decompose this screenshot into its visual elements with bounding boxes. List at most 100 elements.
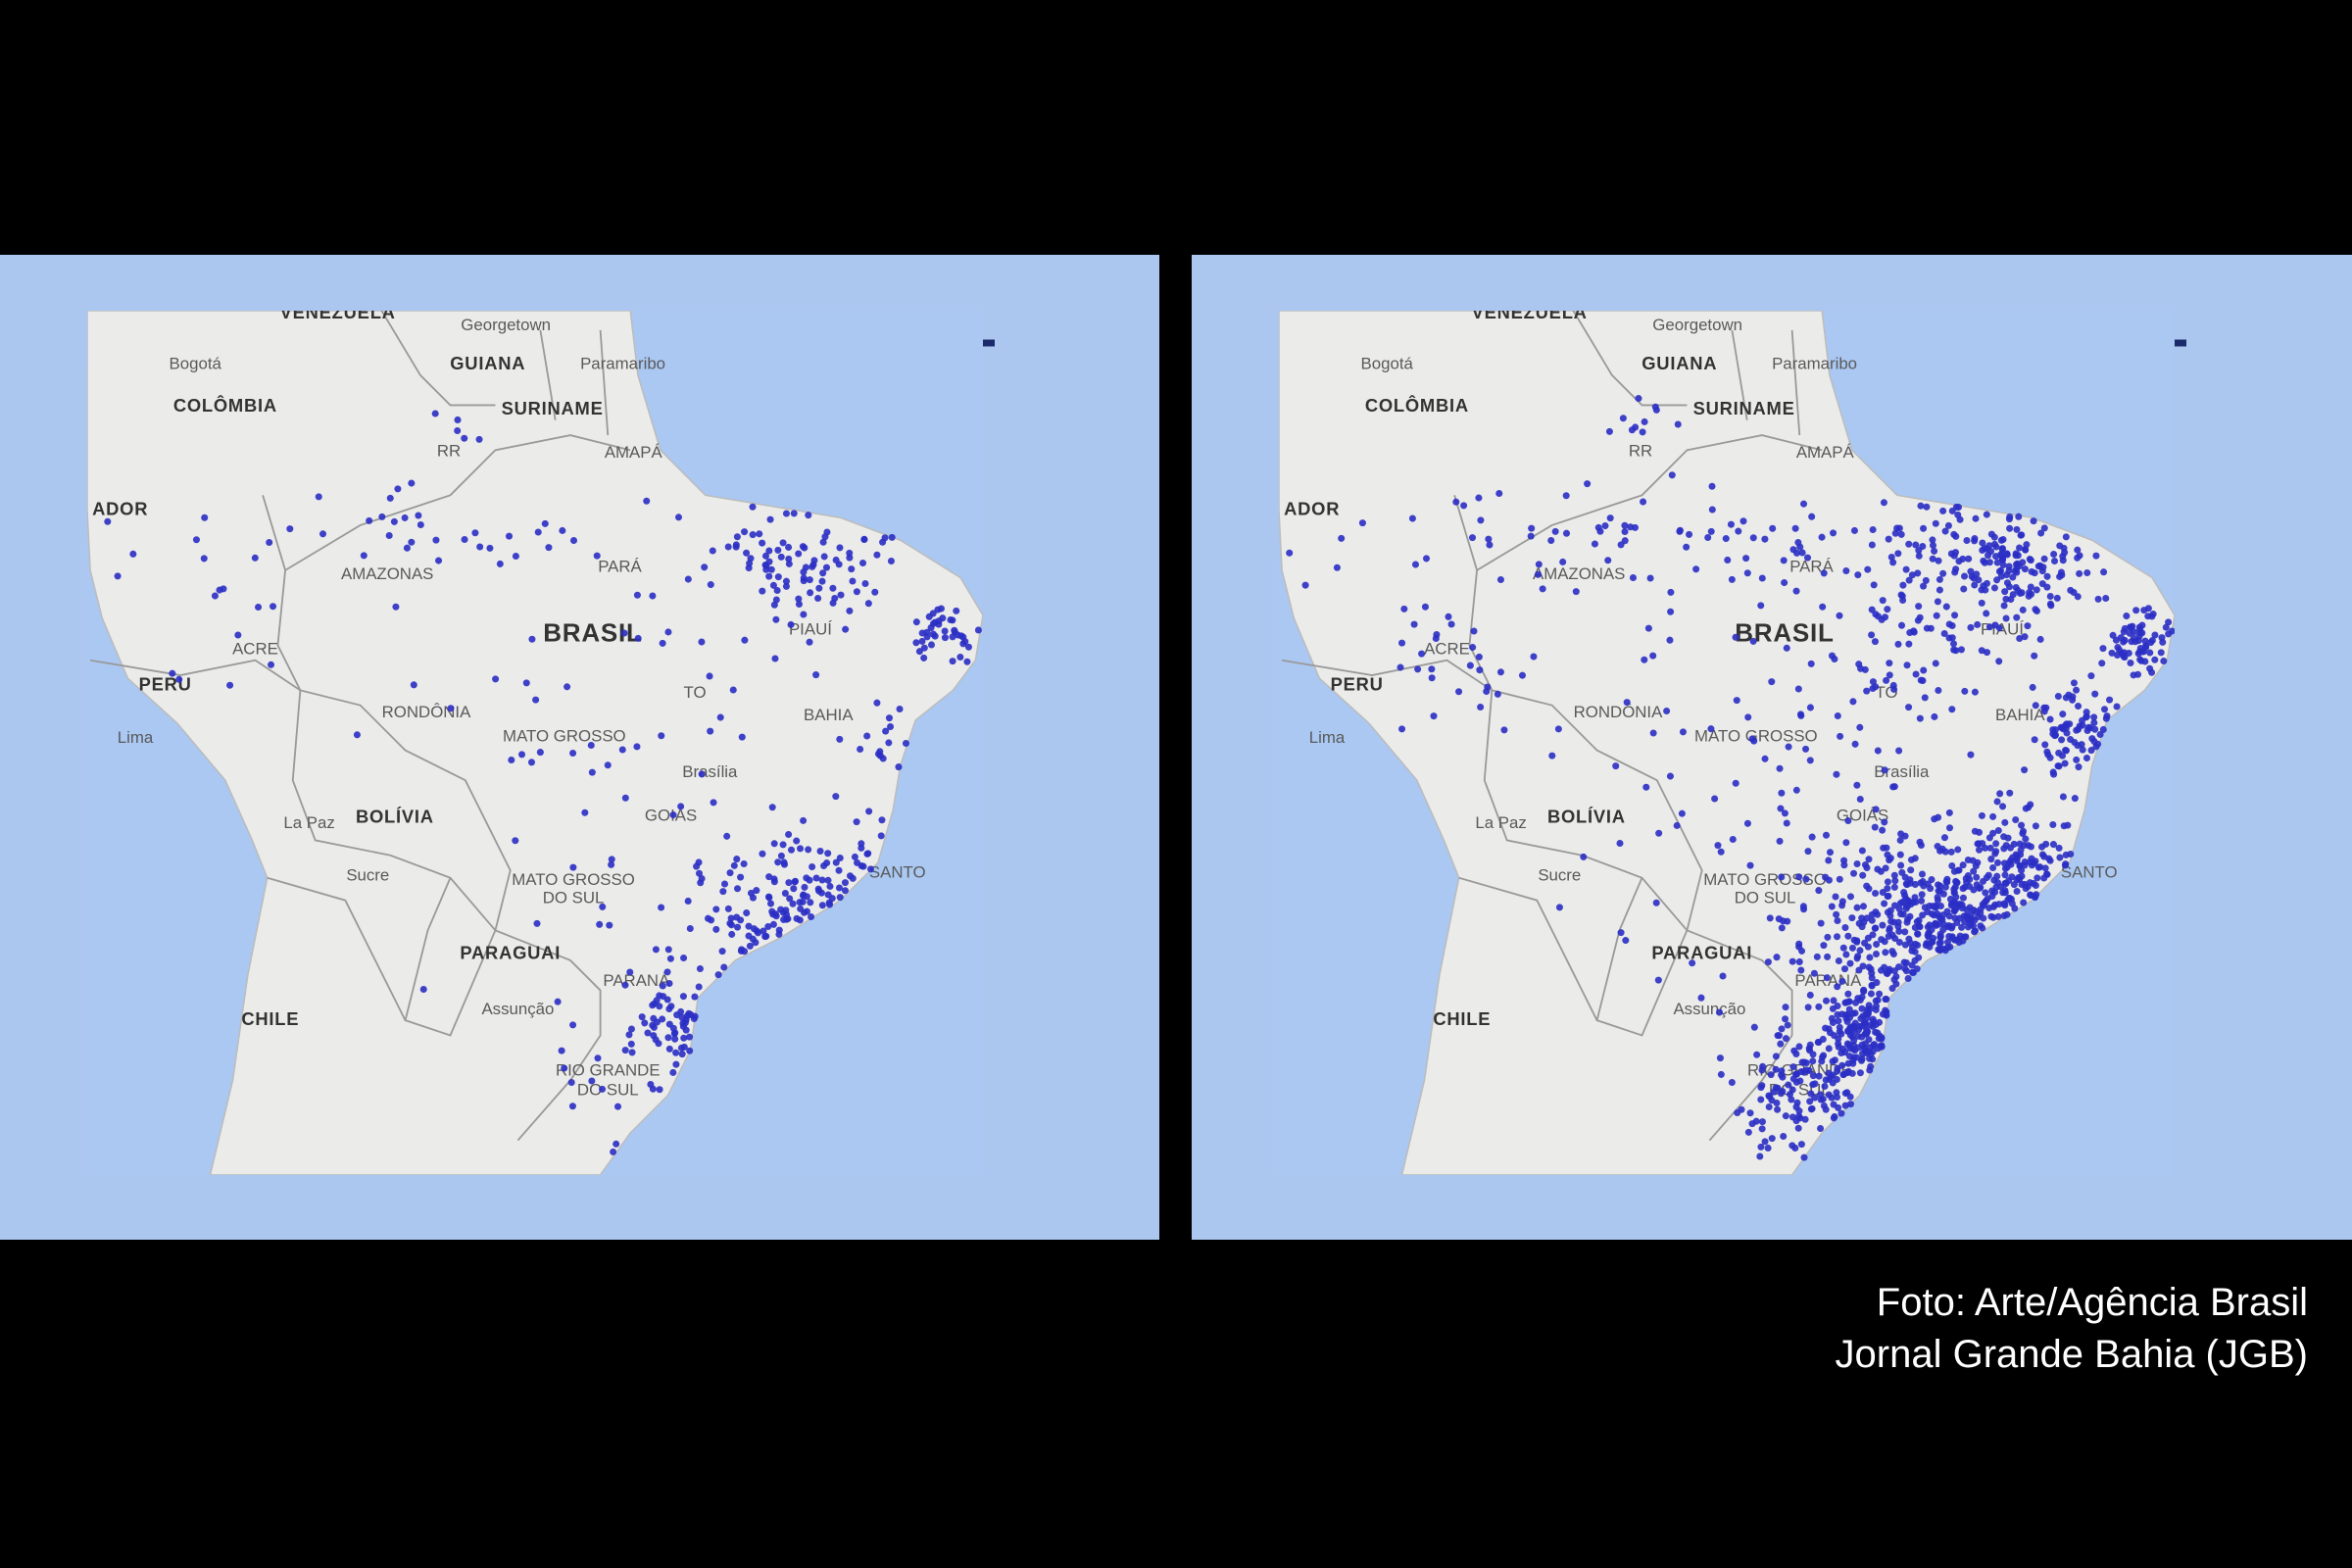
place-label: PARAGUAI [1651, 943, 1752, 963]
city-dot [820, 861, 828, 869]
city-dot [2159, 638, 2167, 646]
city-dot [659, 1015, 666, 1023]
city-dot [1835, 957, 1842, 965]
city-dot [927, 641, 936, 649]
city-dot [2013, 887, 2021, 896]
city-dot [819, 538, 827, 546]
city-dot [1966, 875, 1974, 883]
city-dot [587, 742, 595, 750]
city-dot [1919, 878, 1927, 886]
city-dot [2004, 834, 2012, 842]
city-dot [1884, 908, 1891, 916]
city-dot [1788, 1142, 1796, 1150]
city-dot [1858, 1004, 1866, 1012]
city-dot [1768, 1135, 1776, 1143]
city-dot [1844, 932, 1852, 940]
city-dot [2132, 607, 2140, 614]
city-dot [1824, 933, 1832, 941]
city-dot [790, 510, 798, 517]
place-label: VENEZUELA [280, 302, 396, 322]
city-dot [2055, 844, 2063, 852]
city-dot [1935, 557, 1942, 564]
city-dot [749, 503, 757, 511]
city-dot [2003, 579, 2011, 587]
city-dot [2012, 561, 2021, 568]
city-dot [1831, 1112, 1838, 1120]
city-dot [2021, 565, 2029, 573]
city-dot [760, 927, 767, 935]
city-dot [1936, 586, 1943, 594]
city-dot [1838, 1030, 1845, 1038]
city-dot [534, 528, 542, 536]
city-dot [860, 535, 868, 543]
city-dot [674, 514, 683, 521]
city-dot [1794, 685, 1802, 693]
city-dot [820, 553, 828, 561]
city-dot [1772, 1053, 1780, 1060]
city-dot [1825, 1091, 1833, 1099]
city-dot [2016, 544, 2024, 552]
city-dot [719, 888, 727, 896]
city-dot [1952, 532, 1960, 540]
city-dot [1940, 834, 1948, 842]
city-dot [1788, 957, 1796, 965]
city-dot [767, 565, 775, 573]
city-dot [1824, 953, 1832, 960]
place-label: MATO GROSSO [1694, 726, 1818, 745]
city-dot [1932, 519, 1939, 527]
city-dot [809, 561, 817, 568]
city-dot [793, 837, 801, 845]
city-dot [749, 894, 757, 902]
city-dot [1548, 752, 1556, 760]
city-dot [848, 565, 856, 573]
place-label: Georgetown [1652, 316, 1742, 334]
city-dot [1848, 944, 1856, 952]
city-dot [666, 955, 674, 962]
city-dot [1477, 703, 1485, 711]
place-label: Lima [1309, 728, 1346, 747]
city-dot [2041, 741, 2049, 749]
city-dot [1539, 585, 1546, 593]
city-dot [1939, 911, 1947, 919]
city-dot [104, 517, 112, 525]
city-dot [2055, 762, 2063, 770]
city-dot [1746, 1109, 1754, 1117]
city-dot [1822, 831, 1831, 839]
city-dot [505, 532, 514, 540]
city-dot [1572, 588, 1580, 596]
city-dot [1871, 823, 1879, 831]
city-dot [785, 543, 793, 551]
city-dot [1895, 524, 1903, 532]
city-dot [1948, 507, 1956, 514]
city-dot [2036, 562, 2044, 569]
city-dot [2018, 872, 2026, 880]
city-dot [696, 964, 704, 973]
place-label: BRASIL [1735, 618, 1834, 648]
border [1790, 329, 1801, 436]
city-dot [1849, 1022, 1857, 1030]
city-dot [1960, 585, 1968, 593]
city-dot [770, 878, 778, 886]
city-dot [390, 517, 398, 525]
city-dot [1834, 1010, 1841, 1018]
city-dot [1838, 1061, 1846, 1069]
city-dot [1999, 803, 2007, 810]
city-dot [1915, 916, 1923, 924]
city-dot [1918, 897, 1926, 905]
city-dot [1729, 836, 1737, 844]
city-dot [1683, 543, 1690, 551]
place-label: DO SUL [543, 889, 605, 907]
city-dot [1993, 798, 2001, 806]
city-dot [2027, 843, 2035, 851]
place-label: Georgetown [461, 316, 551, 334]
city-dot [649, 592, 657, 600]
city-dot [1890, 902, 1898, 909]
city-dot [1861, 939, 1869, 947]
city-dot [756, 530, 763, 538]
city-dot [2012, 583, 2020, 591]
city-dot [1746, 861, 1754, 869]
city-dot [741, 528, 749, 536]
city-dot [1971, 688, 1979, 696]
panel-2022: 2022 VENEZUELAGeorgetownBogotáGUIANAPara… [1192, 255, 2352, 1240]
city-dot [1806, 1098, 1814, 1105]
